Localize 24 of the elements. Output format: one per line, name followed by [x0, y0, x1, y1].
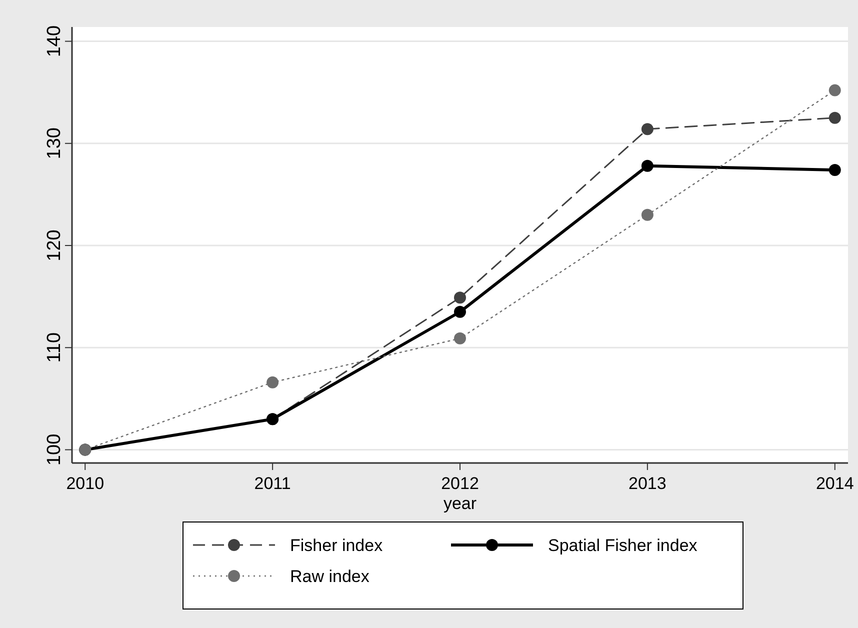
point	[828, 164, 841, 176]
legend-label: Raw index	[290, 567, 370, 586]
y-tick-label: 110	[44, 332, 65, 363]
point	[454, 306, 466, 318]
x-axis-title: year	[443, 494, 477, 513]
point	[828, 112, 841, 124]
point	[266, 376, 279, 388]
point	[454, 332, 466, 344]
legend-label: Fisher index	[290, 536, 384, 555]
x-tick-label: 2014	[816, 474, 854, 493]
y-tick-label: 100	[44, 434, 65, 466]
x-tick-label: 2010	[66, 474, 104, 493]
x-tick-label: 2012	[441, 474, 479, 493]
point	[454, 292, 466, 304]
point	[641, 123, 654, 136]
point	[641, 208, 654, 221]
y-tick-label: 120	[44, 230, 65, 262]
y-tick-label: 140	[44, 25, 65, 58]
point	[641, 160, 654, 172]
y-tick-label: 130	[44, 128, 65, 160]
x-tick-label: 2013	[628, 474, 666, 493]
point	[828, 84, 841, 96]
legend-label: Spatial Fisher index	[548, 536, 698, 555]
x-tick-label: 2011	[254, 474, 291, 493]
